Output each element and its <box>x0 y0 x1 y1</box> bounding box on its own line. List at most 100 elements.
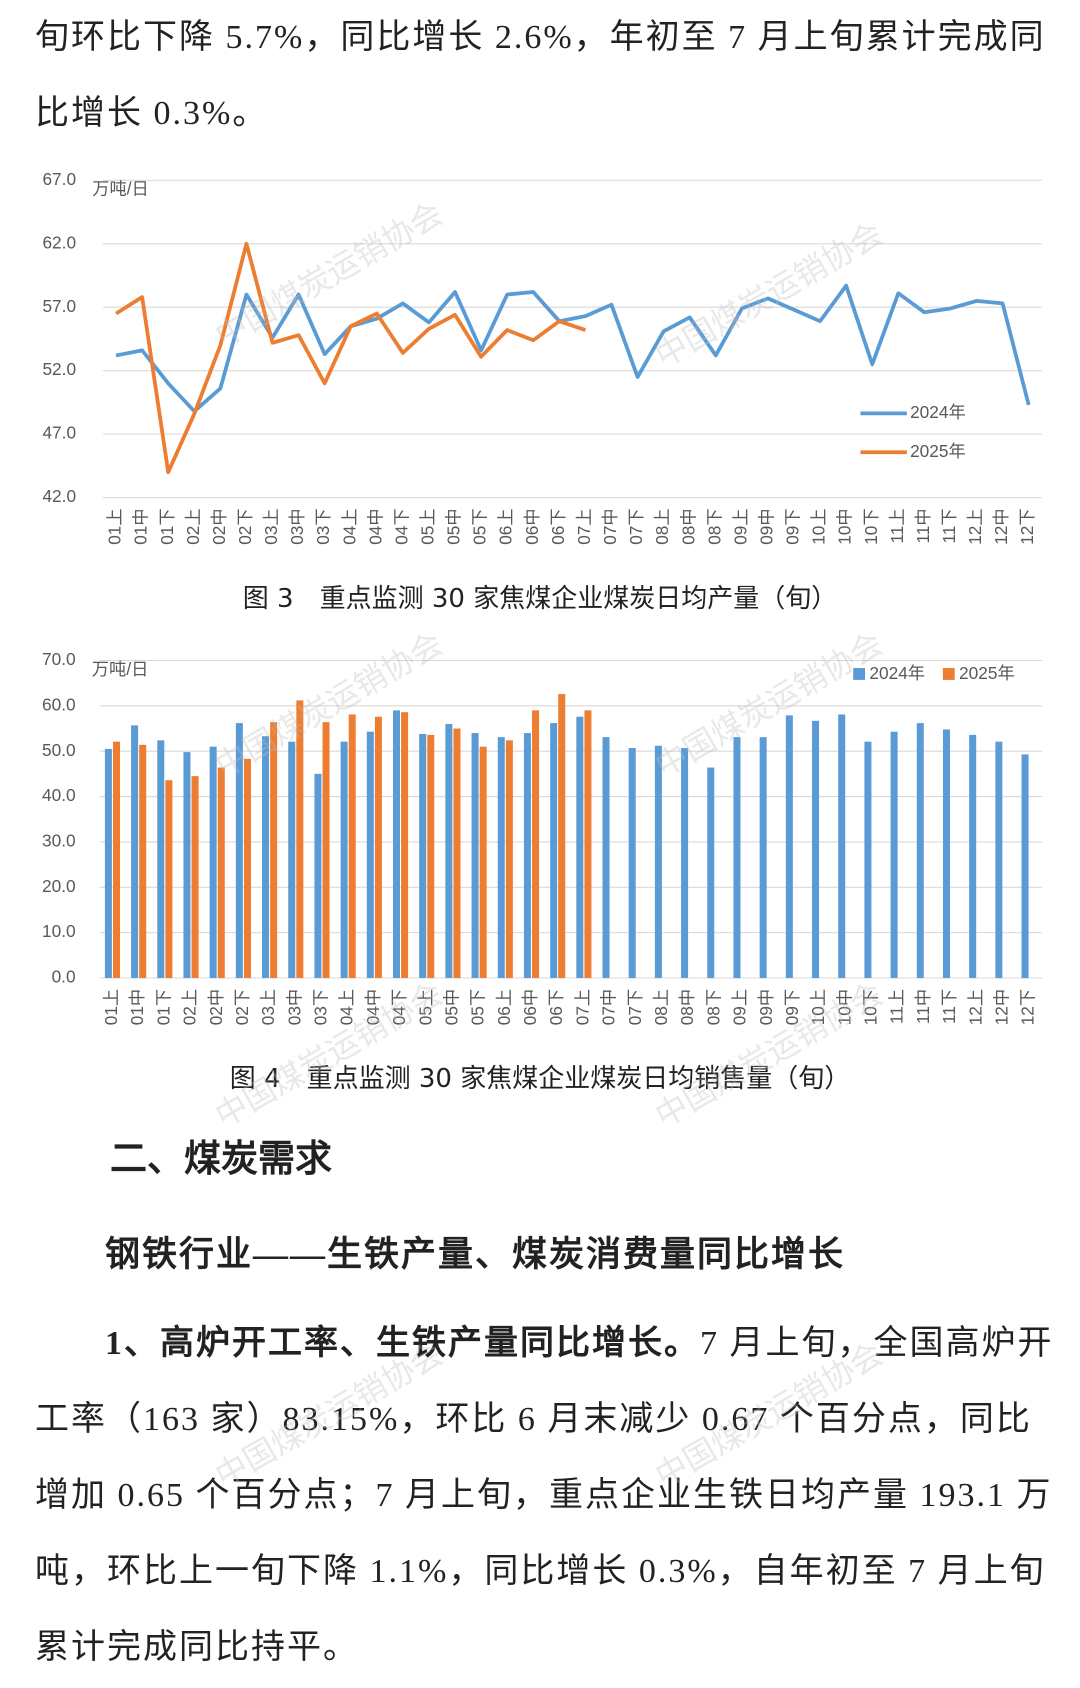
bar <box>270 722 278 978</box>
x-tick-label: 11上 <box>887 989 907 1024</box>
bar <box>505 740 513 978</box>
paragraph: 1、高炉开工率、生铁产量同比增长。7 月上旬，全国高炉开工率（163 家）83.… <box>35 1306 1055 1686</box>
bar <box>584 710 592 978</box>
x-tick-label: 08上 <box>652 508 672 544</box>
x-tick-label: 12上 <box>965 989 985 1025</box>
y-tick-label: 50.0 <box>42 740 76 760</box>
x-tick-label: 05上 <box>418 508 438 544</box>
bar <box>131 725 139 978</box>
bar <box>1021 754 1029 978</box>
x-tick-label: 05下 <box>468 989 488 1025</box>
x-tick-label: 06下 <box>546 989 566 1025</box>
x-tick-label: 03上 <box>258 989 278 1025</box>
x-tick-label: 01中 <box>131 508 151 544</box>
bar <box>602 737 610 978</box>
bar <box>445 723 453 978</box>
x-tick-label: 12中 <box>991 508 1011 544</box>
x-tick-label: 07上 <box>574 508 594 544</box>
x-tick-label: 08上 <box>651 989 671 1025</box>
bar <box>322 722 330 978</box>
y-tick-label: 30.0 <box>42 830 76 850</box>
bar <box>576 716 584 978</box>
bar <box>165 780 173 978</box>
bar <box>401 712 409 978</box>
bar <box>392 710 401 978</box>
y-tick-label: 0.0 <box>52 967 76 987</box>
x-tick-label: 07中 <box>599 989 619 1025</box>
x-tick-label: 03上 <box>261 508 281 544</box>
x-tick-label: 12中 <box>991 989 1011 1025</box>
bar <box>890 731 898 978</box>
y-tick-label: 67.0 <box>42 169 76 189</box>
bar <box>558 694 566 978</box>
bar <box>296 700 304 978</box>
x-tick-label: 03下 <box>311 989 331 1025</box>
x-tick-label: 01下 <box>157 508 177 544</box>
paragraph-lead: 1、高炉开工率、生铁产量同比增长。 <box>105 1325 700 1362</box>
bar <box>759 737 767 978</box>
x-tick-label: 05上 <box>415 989 435 1025</box>
x-tick-label: 07中 <box>600 508 620 544</box>
bar <box>479 746 487 978</box>
bar <box>427 734 435 978</box>
bar <box>628 748 636 978</box>
bar <box>942 729 950 978</box>
x-tick-label: 09下 <box>783 508 803 544</box>
x-tick-label: 11下 <box>939 989 959 1024</box>
x-tick-label: 09上 <box>730 989 750 1025</box>
y-tick-label: 42.0 <box>42 486 76 506</box>
bar <box>550 723 558 978</box>
bar <box>235 723 243 978</box>
x-tick-label: 10中 <box>835 508 855 544</box>
bar <box>785 715 793 978</box>
x-tick-label: 05下 <box>470 508 490 544</box>
bar <box>707 767 715 978</box>
bar <box>471 733 479 978</box>
x-tick-label: 07下 <box>626 508 646 544</box>
x-tick-label: 12下 <box>1018 989 1038 1025</box>
x-tick-label: 06中 <box>522 508 542 544</box>
x-tick-label: 12上 <box>965 508 985 544</box>
x-tick-label: 10上 <box>808 989 828 1025</box>
y-tick-label: 10.0 <box>42 921 76 941</box>
x-tick-label: 08中 <box>677 989 697 1025</box>
x-tick-label: 12下 <box>1017 508 1037 544</box>
y-tick-label: 70.0 <box>42 649 76 669</box>
x-tick-label: 02上 <box>183 508 203 544</box>
x-tick-label: 09上 <box>730 508 750 544</box>
x-tick-label: 09中 <box>756 508 776 544</box>
x-tick-label: 01下 <box>153 989 173 1025</box>
bar <box>104 748 112 978</box>
bar <box>209 746 217 978</box>
unit-label: 万吨/日 <box>92 179 149 199</box>
x-tick-label: 04中 <box>363 989 383 1025</box>
x-tick-label: 07下 <box>625 989 645 1025</box>
x-tick-label: 11中 <box>913 989 933 1024</box>
bar <box>995 741 1003 978</box>
paragraph-body: 7 月上旬，全国高炉开工率（163 家）83.15%，环比 6 月末减少 0.6… <box>35 1325 1054 1666</box>
caption: 图 3 重点监测 30 家焦煤企业煤炭日均产量（旬） <box>242 584 838 614</box>
x-tick-label: 08下 <box>703 989 723 1025</box>
x-tick-label: 03中 <box>284 989 304 1025</box>
x-tick-label: 04中 <box>365 508 385 544</box>
x-tick-label: 01上 <box>105 508 125 544</box>
bar <box>453 728 461 978</box>
bar <box>916 723 924 978</box>
y-tick-label: 47.0 <box>42 423 76 443</box>
heading: 二、煤炭需求 <box>110 1137 332 1180</box>
line-series <box>115 241 587 475</box>
bar <box>243 758 251 978</box>
bar-chart: 0.0 10.0 20.0 30.0 40.0 50.0 60.0 70.0 万吨/日 01上 01… <box>42 649 1043 1025</box>
y-tick-label: 60.0 <box>42 694 76 714</box>
x-tick-label: 11中 <box>913 508 933 543</box>
subheading: 钢铁行业——生铁产量、煤炭消费量同比增长 <box>105 1235 846 1274</box>
bar <box>262 736 270 978</box>
x-tick-label: 04下 <box>389 989 409 1025</box>
line-chart: 42.0 47.0 52.0 57.0 62.0 67.0 万吨/日 01上 01中 01下 02上… <box>42 169 1042 545</box>
x-tick-label: 09中 <box>756 989 776 1025</box>
x-tick-label: 02下 <box>232 989 252 1025</box>
y-tick-label: 52.0 <box>42 359 76 379</box>
bar <box>497 737 505 978</box>
bar <box>733 737 741 978</box>
